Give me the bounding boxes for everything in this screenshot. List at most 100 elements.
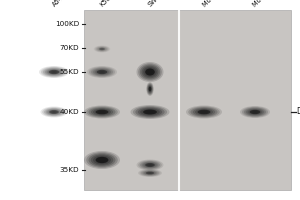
Ellipse shape: [52, 111, 56, 113]
Ellipse shape: [251, 110, 259, 114]
Text: DFFB: DFFB: [296, 108, 300, 116]
Text: Mouse thymus: Mouse thymus: [252, 0, 291, 8]
Ellipse shape: [242, 107, 268, 117]
Ellipse shape: [138, 169, 162, 177]
Ellipse shape: [96, 157, 108, 163]
Ellipse shape: [138, 160, 162, 170]
Ellipse shape: [98, 110, 106, 114]
Ellipse shape: [97, 70, 107, 74]
Ellipse shape: [91, 68, 113, 76]
Ellipse shape: [148, 164, 152, 166]
Ellipse shape: [193, 108, 215, 116]
Ellipse shape: [195, 109, 213, 115]
Ellipse shape: [146, 82, 154, 96]
Ellipse shape: [97, 47, 107, 51]
Ellipse shape: [96, 46, 108, 52]
Ellipse shape: [91, 154, 113, 166]
Text: Mouse spleen: Mouse spleen: [201, 0, 238, 8]
Ellipse shape: [142, 162, 158, 168]
Ellipse shape: [143, 109, 157, 115]
Ellipse shape: [200, 110, 208, 114]
Ellipse shape: [253, 111, 257, 113]
Ellipse shape: [100, 159, 104, 161]
Ellipse shape: [46, 69, 62, 75]
Ellipse shape: [138, 63, 162, 81]
Ellipse shape: [147, 70, 153, 74]
Ellipse shape: [96, 70, 108, 74]
Ellipse shape: [100, 71, 104, 73]
Ellipse shape: [50, 71, 58, 73]
Ellipse shape: [40, 106, 68, 117]
Ellipse shape: [148, 111, 152, 113]
Ellipse shape: [84, 106, 120, 118]
Ellipse shape: [147, 172, 153, 174]
Text: 70KD: 70KD: [60, 45, 80, 51]
Ellipse shape: [95, 110, 109, 114]
Ellipse shape: [140, 170, 160, 176]
Ellipse shape: [51, 111, 57, 113]
Ellipse shape: [140, 161, 160, 169]
Ellipse shape: [149, 88, 151, 90]
Ellipse shape: [248, 109, 262, 115]
Ellipse shape: [143, 110, 157, 114]
Ellipse shape: [42, 107, 66, 117]
Ellipse shape: [95, 46, 109, 52]
Ellipse shape: [148, 71, 152, 73]
Ellipse shape: [52, 71, 56, 73]
Text: K562: K562: [99, 0, 116, 8]
Ellipse shape: [186, 106, 222, 118]
Ellipse shape: [148, 172, 152, 173]
Ellipse shape: [86, 152, 118, 168]
Ellipse shape: [146, 172, 154, 174]
Ellipse shape: [147, 83, 153, 95]
Text: A549: A549: [51, 0, 68, 8]
Ellipse shape: [148, 85, 152, 93]
Ellipse shape: [141, 170, 159, 176]
Ellipse shape: [142, 170, 158, 176]
Ellipse shape: [95, 157, 109, 163]
Ellipse shape: [143, 67, 157, 77]
Ellipse shape: [84, 151, 120, 169]
Ellipse shape: [44, 108, 64, 116]
Ellipse shape: [49, 70, 59, 74]
Ellipse shape: [91, 108, 113, 116]
Ellipse shape: [136, 160, 164, 170]
Ellipse shape: [99, 48, 105, 50]
Text: 55KD: 55KD: [60, 69, 80, 75]
Ellipse shape: [147, 84, 153, 94]
Ellipse shape: [98, 47, 106, 51]
Ellipse shape: [47, 109, 61, 115]
Ellipse shape: [130, 105, 170, 119]
Ellipse shape: [45, 68, 63, 76]
Ellipse shape: [240, 106, 270, 118]
Ellipse shape: [202, 111, 206, 113]
Ellipse shape: [149, 87, 151, 91]
Ellipse shape: [188, 106, 220, 118]
Ellipse shape: [140, 108, 160, 116]
Ellipse shape: [93, 109, 111, 115]
Ellipse shape: [147, 164, 153, 166]
Ellipse shape: [144, 171, 156, 175]
Ellipse shape: [100, 111, 104, 113]
Ellipse shape: [39, 66, 69, 78]
Ellipse shape: [93, 68, 111, 76]
Ellipse shape: [93, 156, 111, 164]
Ellipse shape: [136, 62, 164, 82]
Ellipse shape: [88, 107, 116, 117]
Ellipse shape: [89, 67, 115, 77]
Ellipse shape: [145, 163, 155, 167]
Ellipse shape: [100, 48, 104, 50]
Ellipse shape: [94, 69, 110, 75]
Ellipse shape: [86, 106, 118, 118]
Ellipse shape: [145, 68, 155, 75]
Ellipse shape: [244, 108, 266, 116]
Ellipse shape: [94, 46, 110, 52]
Ellipse shape: [146, 171, 154, 174]
Ellipse shape: [145, 163, 155, 167]
Ellipse shape: [145, 110, 155, 114]
Ellipse shape: [142, 66, 158, 78]
Ellipse shape: [149, 87, 151, 91]
Ellipse shape: [88, 153, 116, 167]
Ellipse shape: [148, 86, 152, 92]
Ellipse shape: [49, 110, 59, 114]
